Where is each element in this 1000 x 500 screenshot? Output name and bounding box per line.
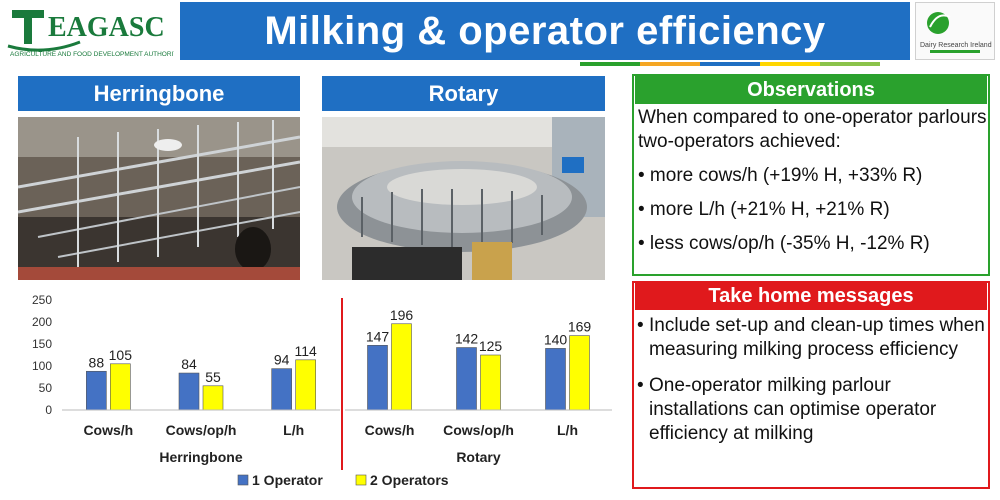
bar-rotary-1 bbox=[367, 345, 388, 411]
data-label: 88 bbox=[89, 354, 105, 370]
observations-intro: When compared to one-operator parlours t… bbox=[638, 107, 987, 152]
bullet-marker: • bbox=[637, 375, 644, 396]
y-tick-label: 100 bbox=[32, 359, 52, 373]
take-home-text: One-operator milking parlour installatio… bbox=[649, 375, 937, 444]
y-tick-label: 200 bbox=[32, 315, 52, 329]
take-home-box bbox=[632, 281, 990, 489]
take-home-item: • One-operator milking parlour installat… bbox=[637, 374, 985, 446]
category-label: L/h bbox=[557, 422, 578, 438]
y-tick-label: 150 bbox=[32, 337, 52, 351]
bar-rotary-1 bbox=[456, 347, 477, 411]
group-label: Herringbone bbox=[159, 449, 242, 465]
rotary-header: Rotary bbox=[322, 76, 605, 111]
bar-herringbone-1 bbox=[86, 370, 107, 411]
teagasc-logo: EAGASC AGRICULTURE AND FOOD DEVELOPMENT … bbox=[4, 2, 182, 60]
efficiency-bar-chart: 0 50 100 150 200 250 88 105 Cows/h 84 55 Cows/op/h 9… bbox=[32, 293, 612, 488]
data-label: 125 bbox=[479, 338, 503, 354]
data-label: 55 bbox=[205, 369, 221, 385]
bullet-marker: • bbox=[637, 315, 644, 336]
observations-header: Observations bbox=[635, 76, 987, 104]
data-label: 105 bbox=[109, 347, 133, 363]
legend-swatch bbox=[237, 474, 249, 486]
observations-title: Observations bbox=[747, 78, 875, 101]
bar-rotary-2 bbox=[569, 335, 590, 411]
bar-herringbone-2 bbox=[202, 385, 224, 411]
svg-text:AGRICULTURE AND FOOD DEVELOPME: AGRICULTURE AND FOOD DEVELOPMENT AUTHORI… bbox=[10, 51, 174, 58]
take-home-body: • Include set-up and clean-up times when… bbox=[637, 314, 985, 458]
observation-bullet: • less cows/op/h (-35% H, -12% R) bbox=[638, 233, 930, 254]
data-label: 196 bbox=[390, 307, 414, 323]
group-label: Rotary bbox=[456, 449, 501, 465]
herringbone-label: Herringbone bbox=[93, 80, 225, 106]
bar-herringbone-1 bbox=[271, 368, 292, 411]
bar-rotary-2 bbox=[480, 354, 501, 411]
dairy-research-ireland-logo: Dairy Research Ireland bbox=[915, 2, 995, 60]
title-bar: Milking & operator efficiency bbox=[180, 2, 910, 60]
data-label: 94 bbox=[274, 352, 290, 368]
y-tick-label: 250 bbox=[32, 293, 52, 307]
category-label: Cows/h bbox=[365, 422, 415, 438]
bar-herringbone-2 bbox=[110, 363, 131, 411]
take-home-item: • Include set-up and clean-up times when… bbox=[637, 314, 985, 362]
bar-rotary-2 bbox=[391, 323, 412, 411]
legend-label: 2 Operators bbox=[370, 472, 449, 488]
header-stripe-yellow bbox=[760, 62, 820, 66]
data-label: 169 bbox=[568, 319, 592, 335]
legend-swatch bbox=[355, 474, 367, 486]
observation-bullet: • more cows/h (+19% H, +33% R) bbox=[638, 165, 923, 186]
bar-herringbone-2 bbox=[295, 359, 316, 411]
bar-rotary-1 bbox=[545, 348, 566, 411]
rotary-parlour-photo bbox=[322, 117, 605, 280]
herringbone-parlour-photo bbox=[18, 117, 300, 280]
observations-body: When compared to one-operator parlours t… bbox=[638, 106, 988, 266]
data-label: 142 bbox=[455, 331, 479, 347]
data-label: 147 bbox=[366, 328, 390, 344]
data-label: 84 bbox=[181, 356, 197, 372]
legend-label: 1 Operator bbox=[252, 472, 323, 488]
svg-text:EAGASC: EAGASC bbox=[48, 12, 165, 43]
svg-text:Dairy Research Ireland: Dairy Research Ireland bbox=[920, 42, 992, 49]
take-home-title: Take home messages bbox=[708, 285, 914, 307]
header-stripe-blue bbox=[700, 62, 760, 66]
rotary-label: Rotary bbox=[428, 80, 499, 106]
page-title: Milking & operator efficiency bbox=[264, 8, 826, 53]
bar-herringbone-1 bbox=[178, 372, 200, 411]
header-stripe-lightgreen bbox=[820, 62, 880, 66]
y-tick-label: 0 bbox=[45, 403, 52, 417]
data-label: 114 bbox=[295, 343, 318, 359]
category-label: L/h bbox=[283, 422, 304, 438]
y-tick-label: 50 bbox=[39, 381, 53, 395]
header-stripe-orange bbox=[640, 62, 700, 66]
category-label: Cows/op/h bbox=[443, 422, 514, 438]
herringbone-header: Herringbone bbox=[18, 76, 300, 111]
take-home-text: Include set-up and clean-up times when m… bbox=[649, 315, 985, 360]
observations-box bbox=[632, 74, 990, 276]
header: EAGASC AGRICULTURE AND FOOD DEVELOPMENT … bbox=[0, 0, 1000, 62]
take-home-header: Take home messages bbox=[635, 283, 987, 310]
category-label: Cows/op/h bbox=[166, 422, 237, 438]
category-label: Cows/h bbox=[83, 422, 133, 438]
data-label: 140 bbox=[544, 331, 568, 347]
header-stripe-green bbox=[580, 62, 640, 66]
observation-bullet: • more L/h (+21% H, +21% R) bbox=[638, 199, 890, 220]
